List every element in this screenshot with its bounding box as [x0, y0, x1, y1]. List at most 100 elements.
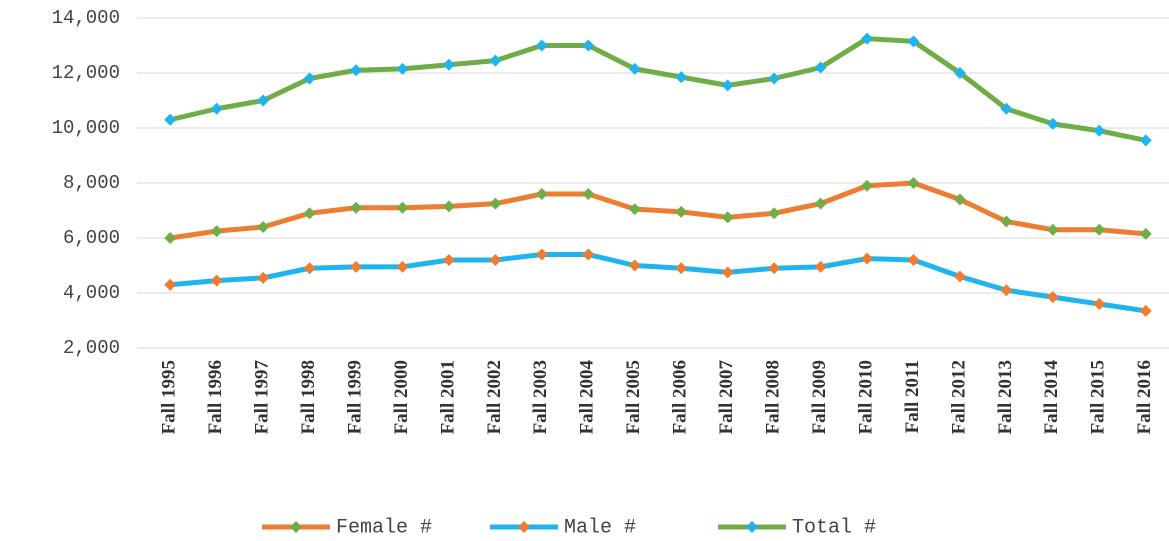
marker [861, 252, 874, 265]
marker [1139, 134, 1152, 147]
legend-label: Male # [564, 516, 636, 539]
marker [210, 225, 223, 238]
x-tick-label: Fall 2007 [716, 360, 737, 435]
marker [675, 71, 688, 84]
marker [1000, 284, 1013, 297]
marker [164, 278, 177, 291]
legend-marker [746, 521, 758, 533]
series-line [169, 36, 1147, 143]
x-tick-label: Fall 2005 [623, 360, 644, 434]
marker [814, 260, 827, 273]
marker [907, 177, 920, 189]
marker [1093, 223, 1106, 236]
legend-label: Total # [792, 516, 876, 539]
marker [257, 221, 270, 233]
marker [442, 254, 455, 266]
x-tick-label: Fall 2014 [1041, 360, 1062, 435]
x-tick-label: Fall 2015 [1088, 360, 1109, 434]
x-tick-label: Fall 2003 [530, 360, 551, 434]
x-tick-label: Fall 2001 [437, 360, 458, 434]
y-tick-label: 6,000 [63, 227, 120, 249]
x-tick-label: Fall 2013 [995, 360, 1016, 434]
marker [907, 254, 920, 266]
marker [303, 262, 316, 275]
marker [628, 203, 641, 216]
marker [953, 270, 966, 283]
marker [768, 207, 781, 220]
marker [257, 94, 270, 107]
y-tick-label: 14,000 [52, 7, 120, 29]
marker [1000, 102, 1013, 115]
marker [768, 72, 781, 85]
marker [582, 39, 595, 52]
marker [861, 179, 874, 192]
marker [164, 113, 177, 126]
marker [628, 259, 641, 272]
marker [1046, 117, 1059, 130]
marker [1046, 223, 1059, 236]
x-tick-label: Fall 2011 [902, 360, 923, 433]
marker [396, 201, 409, 214]
marker [396, 62, 409, 75]
x-tick-label: Fall 1998 [298, 360, 319, 434]
x-tick-label: Fall 2009 [809, 360, 830, 434]
x-tick-label: Fall 2002 [484, 360, 505, 434]
y-tick-label: 12,000 [52, 62, 120, 84]
marker [303, 207, 316, 220]
marker [628, 62, 641, 75]
marker [489, 254, 502, 266]
marker [350, 260, 363, 273]
marker [164, 232, 177, 244]
marker [721, 211, 734, 224]
marker [1046, 291, 1059, 304]
x-tick-label: Fall 1999 [344, 360, 365, 434]
y-tick-label: 2,000 [63, 337, 120, 359]
marker [814, 61, 827, 74]
marker [907, 35, 920, 48]
marker [582, 188, 595, 200]
marker [535, 248, 548, 261]
legend-marker [290, 521, 302, 533]
x-tick-label: Fall 1997 [251, 360, 272, 435]
series-line [170, 252, 1147, 314]
marker [257, 271, 270, 284]
marker [1139, 227, 1152, 240]
x-tick-label: Fall 2000 [391, 360, 412, 434]
legend-marker [518, 521, 530, 533]
marker [768, 262, 781, 275]
marker [675, 262, 688, 275]
marker [721, 266, 734, 279]
y-tick-label: 10,000 [52, 117, 120, 139]
marker [582, 248, 595, 261]
x-tick-label: Fall 2012 [948, 360, 969, 434]
x-tick-label: Fall 1995 [159, 360, 180, 434]
x-tick-label: Fall 2006 [670, 360, 691, 434]
y-tick-label: 8,000 [63, 172, 120, 194]
marker [861, 32, 874, 45]
marker [953, 193, 966, 206]
marker [303, 72, 316, 85]
x-tick-label: Fall 2004 [577, 360, 598, 435]
series-line [169, 180, 1146, 241]
marker [489, 197, 502, 210]
x-tick-label: Fall 2010 [855, 360, 876, 434]
marker [350, 64, 363, 77]
marker [535, 188, 548, 200]
y-tick-label: 4,000 [63, 282, 120, 304]
legend-label: Female # [336, 516, 432, 539]
marker [350, 201, 363, 214]
marker [1139, 304, 1152, 317]
marker [210, 274, 223, 287]
marker [535, 39, 548, 52]
marker [396, 260, 409, 273]
marker [210, 102, 223, 115]
marker [1093, 298, 1106, 310]
x-tick-label: Fall 2008 [762, 360, 783, 434]
marker [442, 200, 455, 213]
marker [442, 58, 455, 71]
x-tick-label: Fall 2016 [1134, 360, 1155, 434]
marker [814, 197, 827, 210]
marker [1093, 124, 1106, 137]
marker [721, 79, 734, 92]
